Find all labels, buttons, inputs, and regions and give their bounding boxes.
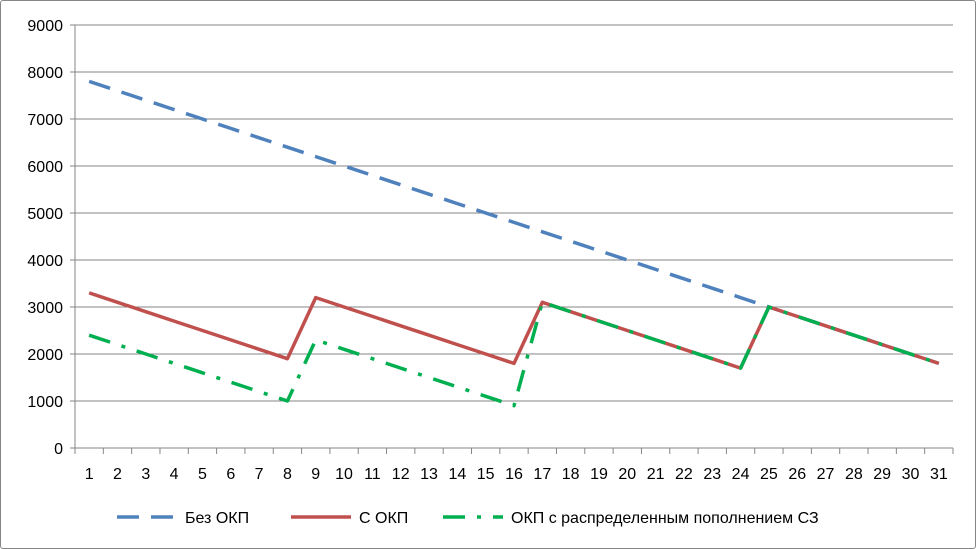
x-tick-label: 27 (817, 466, 835, 483)
x-tick-label: 20 (618, 466, 636, 483)
x-tick-label: 31 (930, 466, 948, 483)
x-tick-label: 22 (675, 466, 693, 483)
x-tick-label: 19 (590, 466, 608, 483)
x-tick-label: 30 (902, 466, 920, 483)
x-tick-label: 9 (311, 466, 320, 483)
y-tick-label: 8000 (27, 65, 63, 82)
x-tick-label: 15 (477, 466, 495, 483)
x-tick-label: 18 (562, 466, 580, 483)
series-lines (88, 79, 940, 408)
x-axis-tick-labels: 1 2 3 4 5 6 7 8 9 10 11 12 13 14 15 16 17 18 19 20 21 22 23 24 2… (85, 466, 948, 483)
y-tick-label: 1000 (27, 394, 63, 411)
x-tick-label: 26 (788, 466, 806, 483)
series-line-2 (88, 291, 940, 370)
x-tick-label: 4 (170, 466, 179, 483)
series-line-1 (88, 79, 940, 366)
x-tick-label: 3 (141, 466, 150, 483)
x-tick-label: 16 (505, 466, 523, 483)
x-tick-label: 8 (283, 466, 292, 483)
x-tick-label: 1 (85, 466, 94, 483)
y-tick-label: 5000 (27, 206, 63, 223)
x-tick-label: 11 (364, 466, 381, 483)
x-tick-label: 28 (845, 466, 863, 483)
y-tick-label: 4000 (27, 253, 63, 270)
legend-label: Без ОКП (185, 510, 249, 527)
axes (70, 24, 954, 454)
gridlines (75, 24, 953, 402)
x-tick-label: 2 (113, 466, 122, 483)
x-tick-label: 10 (335, 466, 353, 483)
y-tick-label: 3000 (27, 300, 63, 317)
x-tick-label: 21 (647, 466, 665, 483)
x-tick-label: 14 (448, 466, 466, 483)
y-tick-label: 0 (54, 441, 63, 458)
x-tick-label: 23 (703, 466, 721, 483)
y-tick-label: 9000 (27, 18, 63, 35)
x-tick-label: 6 (226, 466, 235, 483)
y-tick-label: 2000 (27, 347, 63, 364)
legend: Без ОКП С ОКП ОКП с распределенным пополне… (117, 510, 819, 527)
legend-label: ОКП с распределенным пополнением СЗ (511, 510, 819, 527)
y-tick-label: 7000 (27, 112, 63, 129)
y-tick-label: 6000 (27, 159, 63, 176)
x-tick-label: 13 (420, 466, 438, 483)
x-tick-label: 25 (760, 466, 778, 483)
x-tick-label: 12 (392, 466, 410, 483)
x-tick-label: 7 (255, 466, 264, 483)
series-line-3 (88, 300, 940, 408)
x-tick-label: 24 (732, 466, 750, 483)
y-axis-tick-labels: 0 1000 2000 3000 4000 5000 6000 7000 8000 9000 (27, 18, 63, 458)
x-tick-label: 5 (198, 466, 207, 483)
x-tick-label: 17 (533, 466, 551, 483)
x-tick-label: 29 (873, 466, 891, 483)
legend-label: С ОКП (359, 510, 408, 527)
